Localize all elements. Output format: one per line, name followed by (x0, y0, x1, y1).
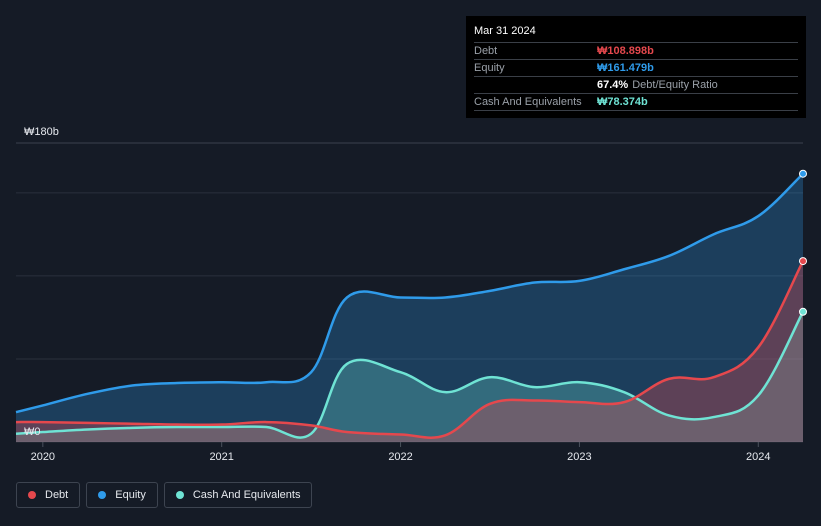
series-areas (16, 173, 803, 442)
legend-label: Equity (115, 489, 146, 501)
debt-dot-icon (28, 491, 36, 499)
tooltip-row-cash: Cash And Equivalents ₩78.374b (474, 93, 798, 111)
legend: Debt Equity Cash And Equivalents (16, 482, 313, 508)
equity-line (15, 172, 804, 414)
tooltip-value: ₩78.374b (597, 96, 648, 108)
cash-line (15, 311, 805, 439)
y-tick-label-zero: ₩0 (24, 426, 41, 438)
tooltip-date: Mar 31 2024 (474, 25, 536, 37)
legend-item-equity[interactable]: Equity (86, 482, 158, 508)
x-tick-label: 2024 (746, 451, 770, 463)
equity-endpoint (799, 169, 807, 178)
x-tick-label: 2020 (31, 451, 55, 463)
tooltip-row-debt: Debt ₩108.898b (474, 42, 798, 59)
cash-dot-icon (175, 491, 184, 499)
legend-label: Debt (45, 489, 69, 501)
debt-line (15, 260, 805, 439)
grid-lines (16, 142, 803, 443)
x-axis-ticks: 2020 2021 2022 2023 2024 (31, 442, 771, 463)
x-tick-label: 2023 (567, 451, 591, 463)
tooltip-value: 67.4% (597, 79, 629, 91)
legend-label: Cash And Equivalents (192, 489, 301, 501)
tooltip-label: Equity (474, 62, 505, 74)
series-lines (15, 172, 805, 439)
tooltip-label: Debt (474, 45, 498, 57)
x-tick-label: 2022 (388, 451, 412, 463)
tooltip-extra: Debt/Equity Ratio (632, 79, 718, 91)
debt-endpoint (799, 257, 807, 266)
x-tick-label: 2021 (209, 451, 233, 463)
series-endpoints (799, 169, 807, 316)
tooltip-row-ratio: 67.4% Debt/Equity Ratio (474, 76, 798, 93)
y-tick-label-max: ₩180b (24, 126, 59, 138)
legend-item-debt[interactable]: Debt (16, 482, 81, 508)
tooltip-label: Cash And Equivalents (474, 96, 582, 108)
equity-dot-icon (98, 491, 107, 499)
cash-endpoint (799, 307, 807, 316)
legend-item-cash[interactable]: Cash And Equivalents (163, 482, 313, 508)
tooltip-panel: Mar 31 2024 Debt ₩108.898b Equity ₩161.4… (466, 16, 806, 118)
tooltip-value: ₩108.898b (597, 45, 654, 57)
equity-area (16, 173, 803, 442)
tooltip-row-equity: Equity ₩161.479b (474, 59, 798, 76)
tooltip-value: ₩161.479b (597, 62, 654, 74)
